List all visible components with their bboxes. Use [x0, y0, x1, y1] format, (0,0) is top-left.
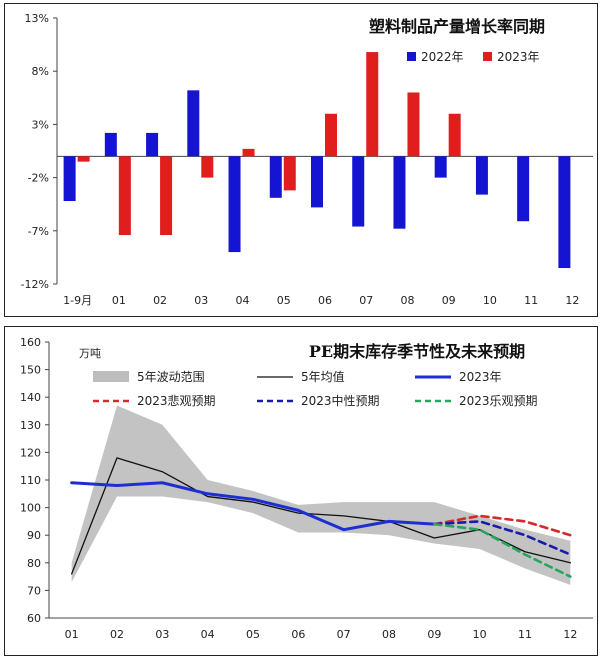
y-tick-label: -7% [28, 225, 49, 238]
pe-inventory-chart-panel: 160 150 140 130 120 110 100 90 80 70 60 01 02 03 04 05 0… [4, 326, 598, 656]
s0-bar-02 [146, 132, 159, 157]
x-tick-label: 07 [359, 294, 373, 307]
x-tick-label: 03 [155, 628, 169, 641]
s1-bar-1-9月 [77, 156, 90, 162]
s1-bar-03 [201, 156, 214, 178]
s1-bar-06 [325, 113, 337, 157]
x-tick-label: 09 [427, 628, 441, 641]
series-line-4 [433, 522, 572, 578]
x-tick-label: 09 [442, 294, 456, 307]
x-tick-label: 1-9月 [63, 294, 92, 307]
legend-swatch-0 [407, 52, 416, 61]
s1-bar-08 [407, 92, 420, 157]
y-tick-label: 160 [20, 336, 41, 349]
y-tick-label: 8% [32, 65, 49, 78]
x-tick-label: 10 [473, 628, 487, 641]
x-tick-label: 08 [400, 294, 414, 307]
y-tick-label: 90 [27, 529, 41, 542]
s0-bar-09 [434, 156, 447, 178]
y-tick-label: 120 [20, 446, 41, 459]
s0-bar-01 [104, 132, 117, 157]
s0-bar-04 [228, 156, 241, 253]
chart-title: PE期末库存季节性及未来预期 [309, 342, 525, 361]
legend-label-4: 2023中性预期 [301, 393, 380, 408]
x-tick-label: 11 [524, 294, 538, 307]
legend-label-2: 2023年 [459, 370, 502, 384]
legend-label-1: 2023年 [497, 50, 540, 64]
x-tick-label: 05 [246, 628, 260, 641]
y-tick-label: 3% [32, 118, 49, 131]
legend-label-1: 5年均值 [301, 369, 345, 384]
growth-rate-chart-panel: 13% 8% 3% -2% -7% -12% 1-9月 01 02 03 04 05 06 07 08 09 1… [4, 3, 598, 317]
x-tick-label: 04 [236, 294, 250, 307]
legend-label-0: 2022年 [421, 50, 464, 64]
s0-bar-1-9月 [63, 156, 76, 202]
legend-label-5: 2023乐观预期 [459, 394, 538, 408]
s1-bar-01 [118, 156, 131, 236]
s1-bar-07 [366, 52, 379, 157]
series-line-2 [433, 514, 572, 537]
range-band-area [71, 405, 571, 585]
y-tick-label: 100 [20, 502, 41, 515]
x-tick-label: 06 [318, 294, 332, 307]
x-tick-label: 02 [110, 628, 124, 641]
x-tick-label: 12 [563, 628, 577, 641]
x-tick-label: 03 [194, 294, 208, 307]
series-line-1 [70, 481, 436, 532]
y-tick-label: 150 [20, 364, 41, 377]
s1-bar-09 [448, 113, 461, 157]
s0-bar-03 [187, 90, 200, 157]
y-tick-label: 140 [20, 391, 41, 404]
y-tick-label: 110 [20, 474, 41, 487]
legend-label-3: 2023悲观预期 [137, 393, 216, 408]
s0-bar-07 [352, 156, 365, 227]
y-tick-label: -12% [21, 278, 49, 291]
s0-bar-08 [393, 156, 406, 229]
s0-bar-05 [269, 156, 282, 198]
y-tick-label: 13% [25, 12, 49, 25]
s0-bar-06 [311, 156, 323, 208]
x-tick-label: 11 [518, 628, 532, 641]
x-tick-label: 08 [382, 628, 396, 641]
pe-inventory-line-chart: 160 150 140 130 120 110 100 90 80 70 60 01 02 03 04 05 0… [20, 336, 593, 641]
x-tick-label: 07 [337, 628, 351, 641]
x-tick-label: 02 [153, 294, 167, 307]
s1-bar-05 [283, 156, 296, 191]
s0-bar-12 [558, 156, 571, 269]
x-tick-label: 01 [112, 294, 126, 307]
y-axis-unit-label: 万吨 [79, 347, 101, 360]
s1-bar-02 [160, 156, 173, 236]
x-tick-label: 01 [65, 628, 79, 641]
s0-bar-11 [517, 156, 530, 222]
legend-label-0: 5年波动范围 [137, 370, 205, 384]
x-tick-label: 05 [277, 294, 291, 307]
growth-rate-bar-chart: 13% 8% 3% -2% -7% -12% 1-9月 01 02 03 04 05 06 07 08 09 1… [21, 12, 593, 307]
legend-swatch-0 [93, 371, 129, 382]
y-tick-label: -2% [28, 172, 49, 185]
x-tick-label: 12 [565, 294, 579, 307]
y-tick-label: 60 [27, 612, 41, 625]
s1-bar-04 [242, 148, 255, 157]
x-tick-label: 10 [483, 294, 497, 307]
y-tick-label: 70 [27, 584, 41, 597]
y-tick-label: 80 [27, 557, 41, 570]
s0-bar-10 [475, 156, 488, 195]
y-tick-label: 130 [20, 419, 41, 432]
x-tick-label: 06 [291, 628, 305, 641]
series-line-3 [433, 520, 572, 556]
x-tick-label: 04 [201, 628, 215, 641]
legend-swatch-1 [483, 52, 492, 61]
chart-title: 塑料制品产量增长率同期 [369, 17, 545, 36]
